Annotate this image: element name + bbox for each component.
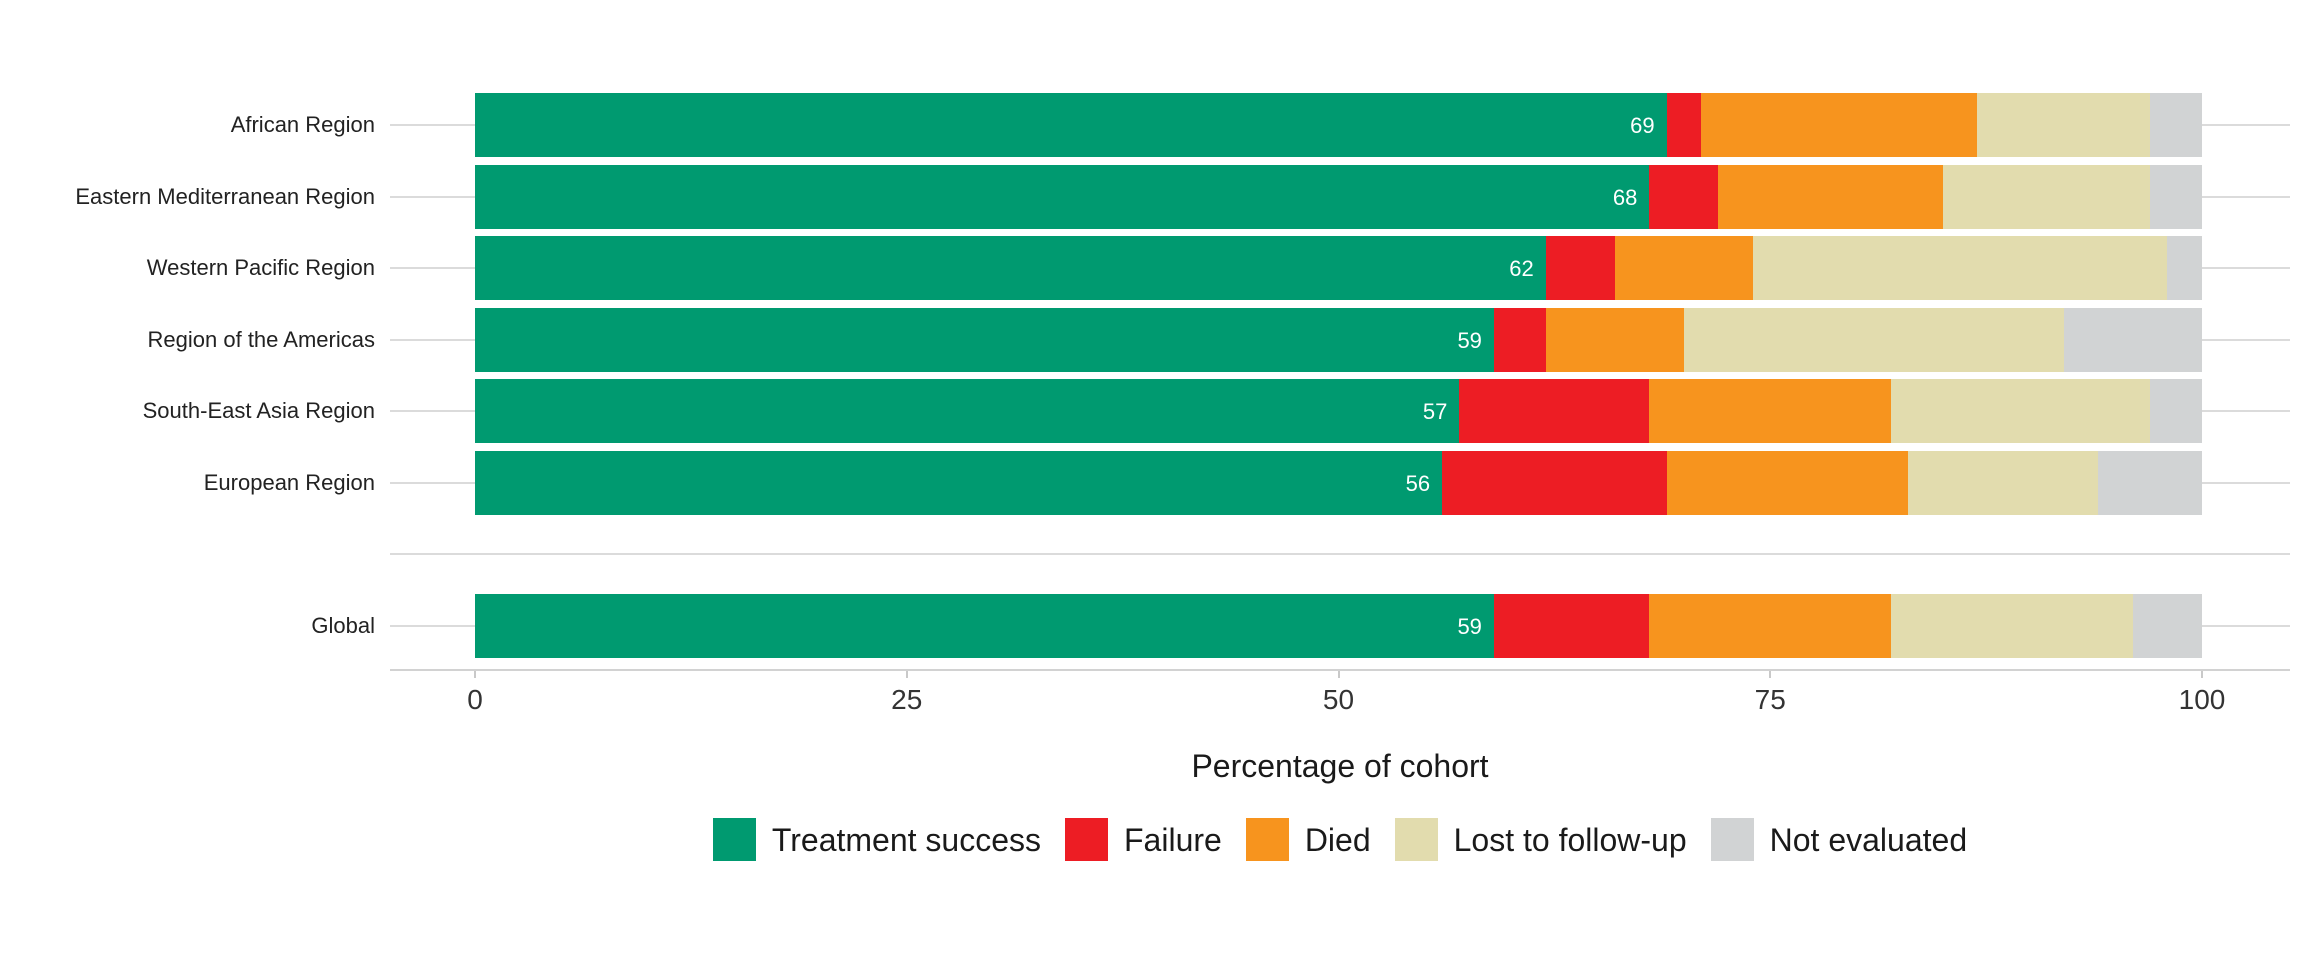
treatment-success-value-label: 62 <box>1509 256 1534 281</box>
stacked-bar <box>475 593 2202 658</box>
bar-segment-lost-to-follow-up <box>1891 379 2151 443</box>
bar-segment-lost-to-follow-up <box>1752 236 2168 300</box>
bar-segment-died <box>1718 164 1943 229</box>
bar-segment-not-evaluated <box>2132 593 2202 658</box>
stacked-bar <box>475 379 2202 443</box>
bar-segment-lost-to-follow-up <box>1908 450 2099 515</box>
legend-label: Failure <box>1124 821 1222 858</box>
category-label: South-East Asia Region <box>142 398 375 423</box>
bar-segment-treatment-success <box>475 164 1650 229</box>
bar-segment-not-evaluated <box>2063 307 2202 372</box>
treatment-success-value-label: 69 <box>1630 113 1655 138</box>
bar-segment-failure <box>1442 450 1667 515</box>
x-axis-tick <box>2201 671 2203 678</box>
x-axis-tick-label: 75 <box>1754 684 1786 715</box>
legend-label: Lost to follow-up <box>1453 821 1687 858</box>
bar-segment-failure <box>1459 379 1650 443</box>
bar-segment-lost-to-follow-up <box>1977 93 2151 157</box>
bar-segment-treatment-success <box>475 307 1494 372</box>
bar-segment-treatment-success <box>475 450 1443 515</box>
treatment-success-value-label: 59 <box>1457 613 1482 639</box>
bar-segment-died <box>1649 593 1892 658</box>
category-label: African Region <box>230 112 375 137</box>
category-label: Western Pacific Region <box>146 255 375 280</box>
bar-segment-treatment-success <box>475 236 1546 300</box>
bar-segment-died <box>1614 236 1753 300</box>
stacked-bar <box>475 164 2202 229</box>
legend-item-failure: Failure <box>1065 818 1222 861</box>
x-axis-tick <box>905 671 908 678</box>
x-axis-title: Percentage of cohort <box>1191 748 1489 784</box>
category-label: Global <box>311 612 375 638</box>
bar-segment-failure <box>1545 236 1615 300</box>
bar-segment-not-evaluated <box>2150 93 2202 157</box>
bar-segment-died <box>1666 450 1909 515</box>
bar-segment-treatment-success <box>475 593 1494 658</box>
legend-label: Treatment success <box>771 821 1041 858</box>
stacked-bar <box>475 450 2202 515</box>
legend-item-lost-to-follow-up: Lost to follow-up <box>1394 818 1687 861</box>
x-axis-tick-label: 0 <box>467 684 483 715</box>
bar-segment-treatment-success <box>475 379 1460 443</box>
legend-label: Died <box>1304 821 1371 858</box>
x-axis-tick-label: 100 <box>2178 684 2226 715</box>
legend-swatch <box>1394 818 1438 861</box>
bar-segment-failure <box>1493 307 1546 372</box>
bar-segment-died <box>1649 379 1892 443</box>
x-axis-tick <box>1337 671 1340 678</box>
category-gridline <box>390 553 2290 555</box>
treatment-success-value-label: 57 <box>1422 399 1448 424</box>
legend-swatch <box>1245 818 1289 861</box>
legend-swatch <box>1710 818 1754 861</box>
treatment-success-value-label: 56 <box>1405 470 1431 496</box>
x-axis-tick-label: 50 <box>1322 684 1355 715</box>
stacked-bar <box>475 236 2202 300</box>
legend-swatch <box>1065 818 1108 861</box>
category-label: Region of the Americas <box>147 326 375 352</box>
legend-label: Not evaluated <box>1769 821 1968 858</box>
treatment-success-value-label: 59 <box>1457 327 1482 353</box>
legend-item-died: Died <box>1245 818 1371 861</box>
category-label: Eastern Mediterranean Region <box>75 183 375 209</box>
legend-item-treatment-success: Treatment success <box>712 818 1041 861</box>
x-axis-line <box>390 669 2290 671</box>
bar-segment-died <box>1701 93 1978 157</box>
stacked-bar <box>475 93 2202 157</box>
bar-segment-failure <box>1493 593 1650 658</box>
bar-segment-lost-to-follow-up <box>1683 307 2064 372</box>
x-axis-tick-label: 25 <box>891 684 923 715</box>
x-axis-tick <box>1769 671 1772 678</box>
bar-segment-treatment-success <box>475 93 1667 157</box>
bar-segment-lost-to-follow-up <box>1942 164 2151 229</box>
category-label: European Region <box>203 469 375 495</box>
treatment-success-value-label: 68 <box>1612 184 1638 210</box>
bar-segment-not-evaluated <box>2150 379 2202 443</box>
bar-segment-lost-to-follow-up <box>1891 593 2133 658</box>
legend-item-not-evaluated: Not evaluated <box>1710 818 1968 861</box>
bar-segment-failure <box>1666 93 1702 157</box>
x-axis-tick <box>474 671 476 678</box>
bar-segment-not-evaluated <box>2167 236 2202 300</box>
bar-segment-not-evaluated <box>2150 164 2202 229</box>
bar-segment-died <box>1545 307 1684 372</box>
bar-segment-failure <box>1649 164 1719 229</box>
legend-swatch <box>712 818 756 861</box>
legend: Treatment success Failure Died Lost to foll… <box>390 818 2290 861</box>
stacked-bar <box>475 307 2202 372</box>
bar-segment-not-evaluated <box>2098 450 2202 515</box>
